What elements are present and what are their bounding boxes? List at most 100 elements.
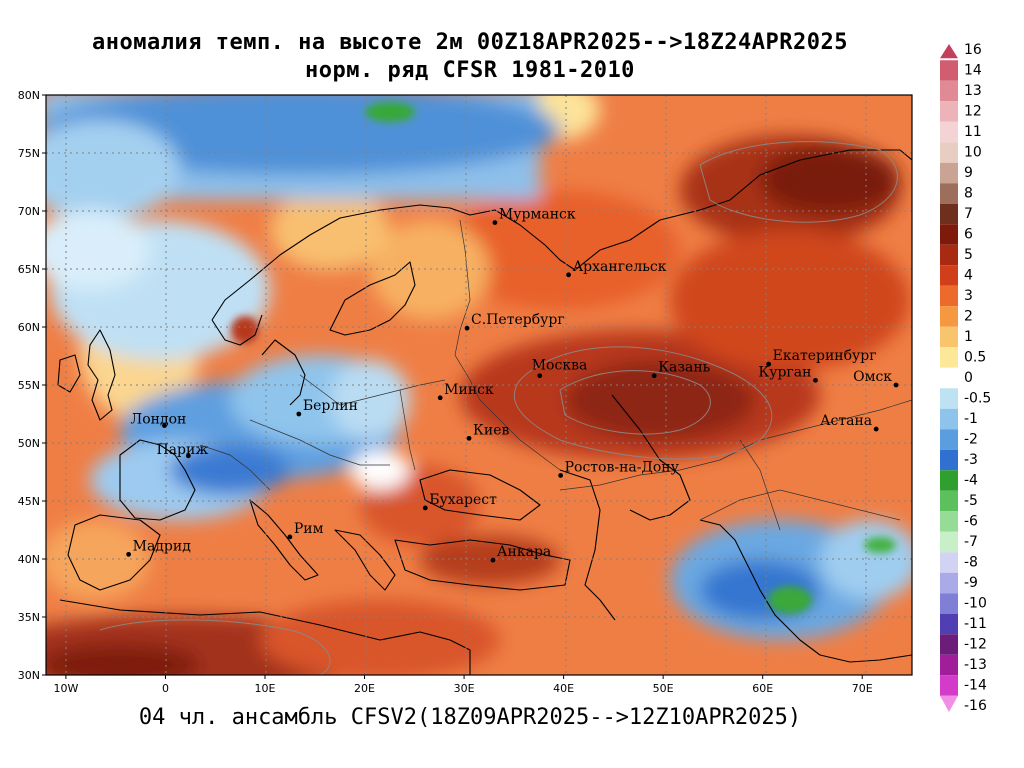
city-dot <box>651 373 657 379</box>
city-dot <box>466 435 472 441</box>
colorbar-label: 7 <box>964 206 973 222</box>
city-label: Лондон <box>131 412 187 428</box>
city-dot <box>126 551 132 557</box>
colorbar-swatch <box>940 593 958 614</box>
lat-tick-label: 30N <box>18 669 40 682</box>
city-label: Минск <box>444 382 494 398</box>
city-dot <box>893 382 899 388</box>
colorbar-swatch <box>940 162 958 184</box>
city-label: Анкара <box>497 544 551 560</box>
colorbar-swatch <box>940 60 958 81</box>
colorbar-label: 16 <box>964 42 982 58</box>
colorbar-label: 11 <box>964 124 982 140</box>
colorbar-label: 0 <box>964 370 973 386</box>
colorbar-swatch <box>940 429 958 450</box>
city-dot <box>766 361 772 367</box>
colorbar-label: 8 <box>964 186 973 202</box>
colorbar-swatch <box>940 142 958 163</box>
city-label: Мурманск <box>499 207 576 223</box>
colorbar-swatch <box>940 552 958 573</box>
colorbar-label: -1 <box>964 411 978 427</box>
colorbar-cap-bottom <box>940 695 958 712</box>
colorbar-label: 14 <box>964 63 982 79</box>
colorbar-label: 9 <box>964 165 973 181</box>
lon-tick-label: 40E <box>553 682 574 695</box>
city-markers: Мурманск Архангельск С.Петербург Москва Каза… <box>126 207 899 563</box>
city-label: Астана <box>820 413 872 429</box>
lat-tick-label: 55N <box>18 379 40 392</box>
city-label: Омск <box>853 369 892 385</box>
colorbar-label: 5 <box>964 247 973 263</box>
lat-tick-label: 65N <box>18 263 40 276</box>
lat-tick-label: 80N <box>18 89 40 102</box>
city-dot <box>558 473 564 478</box>
city-dot <box>566 272 571 278</box>
lat-tick-label: 60N <box>18 321 40 334</box>
lon-tick-label: 30E <box>454 682 475 695</box>
colorbar-label: -14 <box>964 678 987 694</box>
lat-tick-label: 70N <box>18 205 40 218</box>
colorbar-swatch <box>940 654 958 676</box>
city-label: Париж <box>156 442 208 458</box>
colorbar-swatch <box>940 285 958 307</box>
lat-tick-label: 75N <box>18 147 40 160</box>
city-label: Бухарест <box>429 492 497 508</box>
colorbar-swatch <box>940 367 958 389</box>
city-label: Ростов-на-Дону <box>565 459 680 475</box>
lon-tick-label: 50E <box>653 682 674 695</box>
colorbar-label: -5 <box>964 493 978 509</box>
colorbar-label: -10 <box>964 596 987 612</box>
city-label: Москва <box>532 358 588 374</box>
colorbar-swatch <box>940 203 958 225</box>
anomaly-contours <box>99 141 898 675</box>
city-dot <box>296 411 302 417</box>
colorbar-label: -3 <box>964 452 978 468</box>
colorbar-swatch <box>940 388 958 409</box>
city-label: С.Петербург <box>471 312 565 328</box>
colorbar-swatch <box>940 101 958 122</box>
city-label: Казань <box>658 360 710 376</box>
colorbar-label: 13 <box>964 83 982 99</box>
lon-tick-label: 20E <box>354 682 375 695</box>
lat-tick-label: 45N <box>18 495 40 508</box>
colorbar-swatch <box>940 80 958 102</box>
colorbar-swatch <box>940 490 958 512</box>
city-label: Мадрид <box>133 538 192 554</box>
city-dot <box>873 426 879 432</box>
graticule <box>46 95 912 675</box>
colorbar-swatch <box>940 306 958 327</box>
colorbar-swatch <box>940 613 958 635</box>
colorbar-label: -4 <box>964 473 978 489</box>
city-dot <box>287 534 293 540</box>
city-label: Екатеринбург <box>773 348 877 364</box>
colorbar-label: -13 <box>964 657 987 673</box>
lat-tick-label: 35N <box>18 611 40 624</box>
lon-tick-label: 60E <box>752 682 773 695</box>
city-dot <box>185 453 191 459</box>
city-dot <box>437 395 443 401</box>
lon-tick-label: 0 <box>162 682 169 695</box>
colorbar-label: 0.5 <box>964 350 986 366</box>
city-label: Рим <box>294 521 324 537</box>
colorbar-cap-top <box>940 44 958 59</box>
colorbar-label: 3 <box>964 288 973 304</box>
colorbar-label: -7 <box>964 534 978 550</box>
colorbar-label: -9 <box>964 575 978 591</box>
colorbar-swatch <box>940 408 958 430</box>
city-dot <box>422 505 428 511</box>
colorbar-swatch <box>940 531 958 553</box>
colorbar-swatch <box>940 244 958 266</box>
colorbar-label: -16 <box>964 698 987 714</box>
colorbar-swatch <box>940 634 958 655</box>
colorbar-swatch <box>940 183 958 204</box>
colorbar-label: 2 <box>964 309 973 325</box>
colorbar-swatch <box>940 511 958 532</box>
lat-tick-label: 40N <box>18 553 40 566</box>
axis-ticks: 10W 0 10E 20E 30E 40E 50E 60E 70E 30N 35N 40N 45N 50N… <box>18 89 873 695</box>
title-line-1: аномалия темп. на высоте 2м 00Z18APR2025… <box>92 30 848 55</box>
colorbar-label: -0.5 <box>964 391 991 407</box>
colorbar-label: 1 <box>964 329 973 345</box>
city-dot <box>464 325 470 331</box>
colorbar: 16 14 13 12 11 10 9 8 7 6 5 4 3 2 1 0.5 0 -0.5 -1 -2 -3 -4 -5 -… <box>940 42 991 714</box>
